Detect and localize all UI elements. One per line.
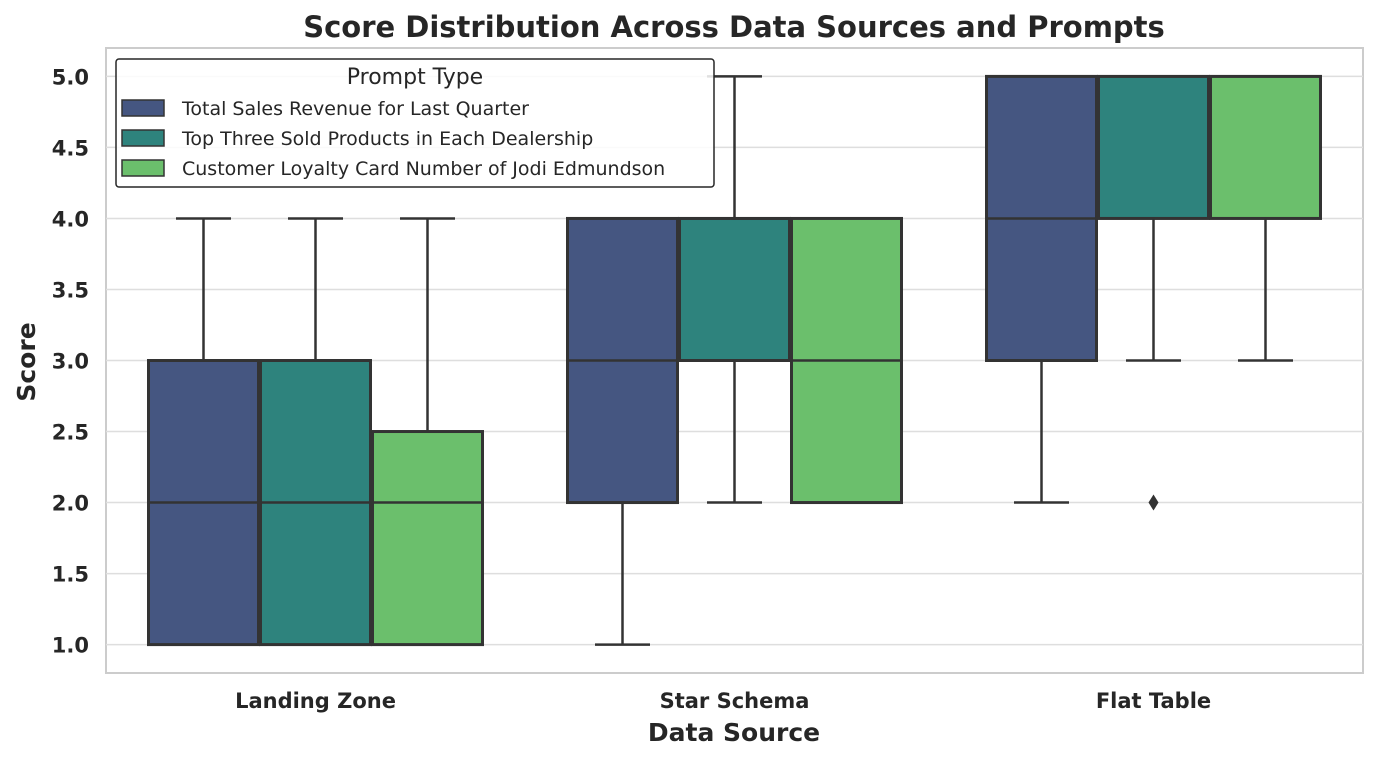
legend-label: Total Sales Revenue for Last Quarter [181, 98, 529, 120]
legend-swatch [121, 129, 165, 147]
x-axis-ticks: Landing Zone Star Schema Flat Table [235, 689, 1211, 713]
box-body [371, 430, 484, 647]
box [259, 217, 372, 647]
box [678, 75, 791, 504]
x-tick-label: Flat Table [1096, 689, 1211, 713]
box [1097, 74, 1210, 511]
y-tick-label: 3.0 [52, 350, 89, 374]
legend-frame [115, 58, 715, 188]
y-tick-label: 2.0 [52, 492, 89, 516]
legend-swatch [121, 99, 165, 117]
chart-title: Score Distribution Across Data Sources a… [303, 10, 1165, 44]
y-axis-ticks: 1.0 1.5 2.0 2.5 3.0 3.5 4.0 4.5 5.0 [52, 65, 89, 657]
legend-swatch [121, 159, 165, 177]
y-tick-label: 4.0 [52, 207, 89, 231]
y-tick-label: 5.0 [52, 65, 89, 89]
legend-label: Customer Loyalty Card Number of Jodi Edm… [182, 158, 665, 180]
box [790, 216, 903, 505]
y-tick-label: 1.0 [52, 634, 89, 658]
y-tick-label: 3.5 [52, 278, 89, 302]
legend-label: Top Three Sold Products in Each Dealersh… [181, 128, 593, 150]
box [566, 216, 679, 646]
box [371, 217, 484, 647]
y-tick-label: 2.5 [52, 421, 89, 445]
box-plot-series [147, 74, 1322, 647]
box [985, 74, 1098, 504]
legend: Prompt Type Total Sales Revenue for Last… [115, 58, 715, 188]
y-axis-label: Score [12, 322, 41, 401]
y-tick-label: 4.5 [52, 136, 89, 160]
box-body [1209, 74, 1322, 220]
x-tick-label: Landing Zone [235, 689, 396, 713]
legend-items: Total Sales Revenue for Last Quarter Top … [121, 98, 665, 180]
legend-title: Prompt Type [347, 65, 483, 90]
x-axis-label: Data Source [648, 718, 820, 747]
y-tick-label: 1.5 [52, 563, 89, 587]
box [1209, 74, 1322, 362]
outlier-marker [1148, 494, 1159, 511]
x-tick-label: Star Schema [660, 689, 810, 713]
box [147, 217, 260, 647]
box-body [678, 216, 791, 362]
box-body [1097, 74, 1210, 220]
